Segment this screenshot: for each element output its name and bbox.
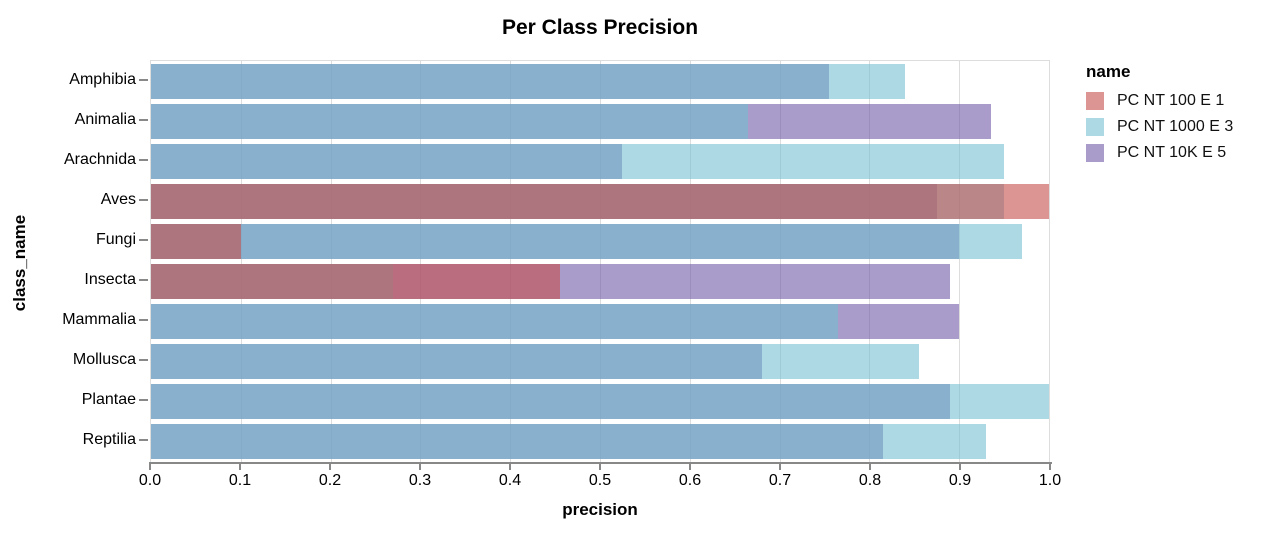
bar-segment bbox=[151, 103, 749, 139]
bar-segment bbox=[151, 183, 1049, 219]
legend-entry-label: PC NT 1000 E 3 bbox=[1117, 118, 1234, 135]
gridline bbox=[689, 61, 691, 462]
gridline bbox=[779, 61, 781, 462]
x-tick-mark bbox=[509, 464, 511, 470]
bar-row-aves bbox=[151, 183, 1049, 219]
x-tick-mark bbox=[599, 464, 601, 470]
bar-segment bbox=[151, 263, 560, 299]
legend-entry-label: PC NT 100 E 1 bbox=[1117, 92, 1225, 109]
gridline bbox=[330, 61, 332, 462]
x-tick-mark bbox=[1049, 464, 1051, 470]
bar-row-insecta bbox=[151, 263, 1049, 299]
gridline bbox=[959, 61, 961, 462]
y-tick-label: Animalia bbox=[74, 111, 136, 128]
x-tick-label: 0.5 bbox=[588, 472, 612, 489]
gridline bbox=[420, 61, 422, 462]
legend-swatch-icon bbox=[1086, 118, 1104, 136]
y-tick-label: Mollusca bbox=[72, 351, 136, 368]
bar-segment bbox=[151, 143, 1005, 179]
y-tick-mark bbox=[139, 119, 148, 121]
y-tick-mark bbox=[139, 319, 148, 321]
bar-segment bbox=[151, 303, 838, 339]
x-tick-mark bbox=[869, 464, 871, 470]
y-tick-label: Fungi bbox=[95, 231, 136, 248]
x-tick-label: 0.7 bbox=[768, 472, 792, 489]
bar-row-animalia bbox=[151, 103, 1049, 139]
gridline bbox=[869, 61, 871, 462]
gridline bbox=[600, 61, 601, 462]
y-tick-label: Arachnida bbox=[63, 151, 136, 168]
x-tick-label: 1.0 bbox=[1038, 472, 1062, 489]
x-tick-mark bbox=[239, 464, 241, 470]
y-tick-label: Plantae bbox=[81, 391, 136, 408]
legend-entries: PC NT 100 E 1 PC NT 1000 E 3 PC NT 10K E 5 bbox=[1086, 92, 1233, 162]
x-tick-label: 0.0 bbox=[138, 472, 162, 489]
x-tick-label: 0.2 bbox=[318, 472, 342, 489]
x-tick-label: 0.8 bbox=[858, 472, 882, 489]
x-tick-label: 0.1 bbox=[228, 472, 252, 489]
y-tick-label: Reptilia bbox=[82, 431, 136, 448]
y-tick-mark bbox=[139, 199, 148, 201]
x-tick-label: 0.3 bbox=[408, 472, 432, 489]
plot-area bbox=[150, 60, 1050, 463]
gridline bbox=[240, 61, 242, 462]
x-axis-title: precision bbox=[562, 500, 638, 519]
bar-row-reptilia bbox=[151, 423, 1049, 459]
y-tick-mark bbox=[139, 159, 148, 161]
legend-entry: PC NT 1000 E 3 bbox=[1086, 118, 1233, 136]
chart-title: Per Class Precision bbox=[501, 16, 699, 39]
x-tick-mark bbox=[419, 464, 421, 470]
y-tick-label: Mammalia bbox=[62, 311, 136, 328]
legend-entry: PC NT 100 E 1 bbox=[1086, 92, 1233, 110]
bar-segment bbox=[151, 63, 906, 99]
x-tick-label: 0.4 bbox=[498, 472, 522, 489]
y-tick-label: Insecta bbox=[84, 271, 136, 288]
x-tick-mark bbox=[959, 464, 961, 470]
legend-entry: PC NT 10K E 5 bbox=[1086, 144, 1233, 162]
bar-segment bbox=[151, 343, 919, 379]
y-tick-label: Amphibia bbox=[69, 71, 136, 88]
bar-row-plantae bbox=[151, 383, 1049, 419]
legend-swatch-icon bbox=[1086, 92, 1104, 110]
x-tick-label: 0.6 bbox=[678, 472, 702, 489]
y-tick-mark bbox=[139, 279, 148, 281]
gridline bbox=[510, 61, 512, 462]
bar-segment bbox=[151, 223, 1023, 259]
bar-segment bbox=[151, 223, 241, 259]
bar-row-fungi bbox=[151, 223, 1049, 259]
legend-entry-label: PC NT 10K E 5 bbox=[1117, 144, 1227, 161]
bar-segment bbox=[151, 423, 987, 459]
bar-segment bbox=[151, 383, 1049, 419]
x-tick-mark bbox=[779, 464, 781, 470]
bar-row-mollusca bbox=[151, 343, 1049, 379]
x-tick-mark bbox=[149, 464, 151, 470]
legend: name PC NT 100 E 1 PC NT 1000 E 3 PC NT 10… bbox=[1086, 62, 1233, 170]
x-axis-line bbox=[149, 462, 1052, 464]
y-tick-mark bbox=[139, 359, 148, 361]
bar-row-mammalia bbox=[151, 303, 1049, 339]
y-tick-mark bbox=[139, 79, 148, 81]
x-tick-label: 0.9 bbox=[948, 472, 972, 489]
y-tick-mark bbox=[139, 399, 148, 401]
y-tick-mark bbox=[139, 239, 148, 241]
y-tick-label: Aves bbox=[100, 191, 136, 208]
bar-row-arachnida bbox=[151, 143, 1049, 179]
y-tick-mark bbox=[139, 439, 148, 441]
legend-title: name bbox=[1086, 62, 1131, 81]
x-tick-mark bbox=[689, 464, 691, 470]
legend-swatch-icon bbox=[1086, 144, 1104, 162]
bar-row-amphibia bbox=[151, 63, 1049, 99]
x-tick-mark bbox=[329, 464, 331, 470]
